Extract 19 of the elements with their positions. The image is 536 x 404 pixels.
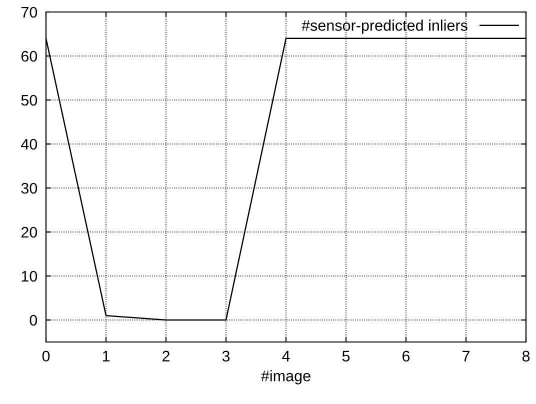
y-tick-label: 20 (21, 226, 38, 238)
x-axis-title: #image (261, 370, 310, 384)
x-tick-label: 2 (162, 350, 170, 362)
y-tick-label: 50 (21, 94, 38, 106)
x-tick-label: 4 (282, 350, 290, 362)
x-tick-label: 0 (42, 350, 50, 362)
y-tick-label: 30 (21, 182, 38, 194)
y-tick-label: 10 (22, 270, 38, 282)
y-tick-label: 0 (30, 314, 38, 326)
x-tick-label: 5 (342, 350, 350, 362)
x-tick-label: 8 (522, 350, 530, 362)
x-tick-label: 1 (102, 350, 110, 362)
legend-label: #sensor-predicted inliers (302, 20, 468, 34)
y-tick-label: 40 (21, 138, 38, 150)
x-tick-label: 7 (462, 350, 470, 362)
y-tick-label: 70 (21, 6, 38, 18)
y-tick-label: 60 (21, 50, 38, 62)
x-tick-label: 3 (222, 350, 230, 362)
x-tick-label: 6 (402, 350, 410, 362)
